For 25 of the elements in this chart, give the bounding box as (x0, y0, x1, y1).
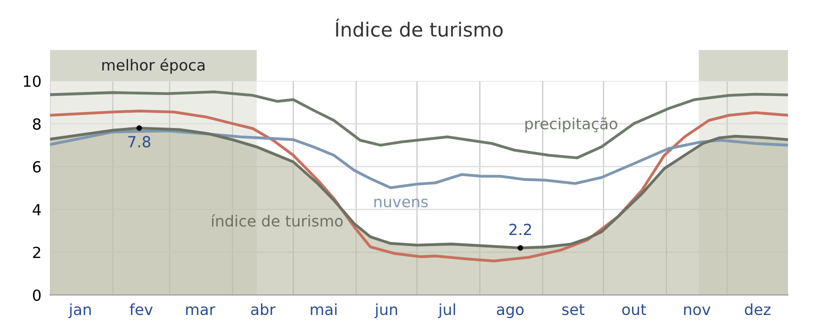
x-tick-label: mai (310, 303, 337, 316)
x-tick-label: ago (496, 306, 524, 318)
x-tick-label: jul (438, 303, 456, 318)
x-tick-label: jan (68, 303, 91, 318)
y-tick-label: 6 (33, 161, 41, 173)
y-tick-label: 4 (32, 204, 41, 216)
x-tick-label: set (562, 304, 584, 316)
chart-title: Índice de turismo (336, 18, 503, 37)
x-tick-label: mar (186, 306, 216, 316)
x-tick-label: dez (744, 303, 770, 316)
y-tick-label: 10 (24, 75, 41, 88)
series-label: índice de turismo (212, 214, 343, 227)
x-tick-label: nov (684, 306, 710, 316)
y-tick-label: 0 (32, 289, 41, 302)
y-tick-label: 2 (33, 246, 40, 258)
x-tick-label: abr (251, 303, 276, 316)
y-tick-label: 8 (32, 118, 41, 130)
annotation: 7.8 (128, 136, 150, 148)
x-tick-label: jun (374, 303, 398, 318)
x-tick-label: out (622, 304, 646, 316)
series-label: nuvens (374, 198, 428, 208)
series-label: precipitação (525, 117, 618, 132)
x-tick-label: fev (130, 303, 153, 316)
band-label: melhor época (102, 58, 204, 74)
annotation: 2.2 (509, 224, 531, 236)
